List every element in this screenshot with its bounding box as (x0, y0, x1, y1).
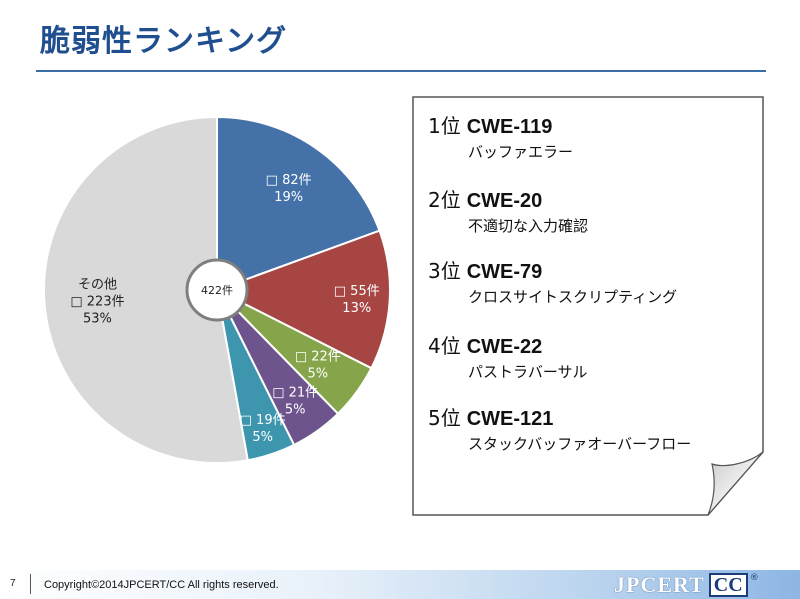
rank-cwe-id: CWE-20 (466, 190, 543, 212)
ranking-item-2: 2位 CWE-20 不適切な入力確認 (428, 188, 588, 235)
page-number: 7 (10, 578, 16, 589)
pie-center-total: 422件 (201, 284, 233, 297)
pie-count-label: □ 21件 (272, 386, 318, 401)
rank-cwe-id: CWE-119 (466, 116, 553, 138)
copyright-notice: Copyright©2014JPCERT/CC All rights reser… (44, 579, 279, 591)
logo-text: JPCERT (614, 572, 705, 597)
pie-count-label: □ 82件 (266, 173, 312, 188)
jpcert-logo: JPCERT CC ® (614, 572, 786, 597)
title-divider (36, 70, 766, 72)
pie-slice-label-3: □ 22件 5% (295, 349, 341, 381)
pie-slice-1 (216, 115, 381, 292)
ranking-item-4: 4位 CWE-22 パストラバーサル (428, 334, 588, 381)
pie-slice-label-5: □ 19件 5% (240, 413, 286, 445)
rank-description: バッファエラー (468, 143, 574, 161)
rank-description: 不適切な入力確認 (468, 217, 589, 235)
ranking-item-1: 1位 CWE-119 バッファエラー (428, 114, 573, 161)
rank-position: 1位 (428, 114, 461, 138)
rank-position: 3位 (428, 259, 461, 283)
rank-cwe-id: CWE-79 (466, 261, 543, 283)
pie-slice-label-4: □ 21件 5% (272, 386, 318, 418)
pie-count-label: □ 19件 (240, 413, 286, 428)
pie-category-label: その他 (78, 278, 117, 293)
footer-divider (30, 574, 31, 594)
pie-percent-label: 5% (285, 403, 306, 418)
pie-percent-label: 13% (342, 301, 371, 316)
pie-count-label: □ 223件 (70, 295, 124, 310)
registered-mark: ® (749, 573, 759, 583)
pie-slice-label-6: その他 □ 223件 53% (70, 278, 124, 327)
footer-band (0, 570, 800, 599)
pie-slice-2 (214, 229, 391, 370)
pie-slice-label-1: □ 82件 19% (266, 173, 312, 205)
ranking-item-3: 3位 CWE-79 クロスサイトスクリプティング (428, 259, 677, 306)
pie-slice-6 (43, 115, 249, 464)
rank-position: 2位 (428, 188, 461, 212)
ranking-panel: 1位 CWE-119 バッファエラー 2位 CWE-20 不適切な入力確認 3位 CW… (412, 96, 764, 516)
rank-cwe-id: CWE-121 (466, 408, 554, 430)
pie-slice-label-2: □ 55件 13% (334, 284, 380, 316)
slide-title: 脆弱性ランキング (40, 24, 288, 59)
rank-description: スタックバッファオーバーフロー (468, 435, 692, 453)
ranking-panel-frame (412, 96, 764, 516)
logo-cc-mark: CC (708, 573, 748, 597)
pie-count-label: □ 55件 (334, 284, 380, 299)
rank-position: 5位 (428, 406, 461, 430)
pie-percent-label: 5% (307, 366, 328, 381)
rank-description: クロスサイトスクリプティング (468, 288, 678, 306)
rank-position: 4位 (428, 334, 461, 358)
pie-percent-label: 5% (252, 430, 273, 445)
pie-count-label: □ 22件 (295, 349, 341, 364)
pie-center-circle (185, 258, 249, 322)
pie-percent-label: 53% (83, 312, 112, 327)
rank-cwe-id: CWE-22 (466, 336, 543, 358)
ranking-item-5: 5位 CWE-121 スタックバッファオーバーフロー (428, 406, 691, 453)
pie-percent-label: 19% (274, 190, 303, 205)
rank-description: パストラバーサル (468, 363, 588, 381)
